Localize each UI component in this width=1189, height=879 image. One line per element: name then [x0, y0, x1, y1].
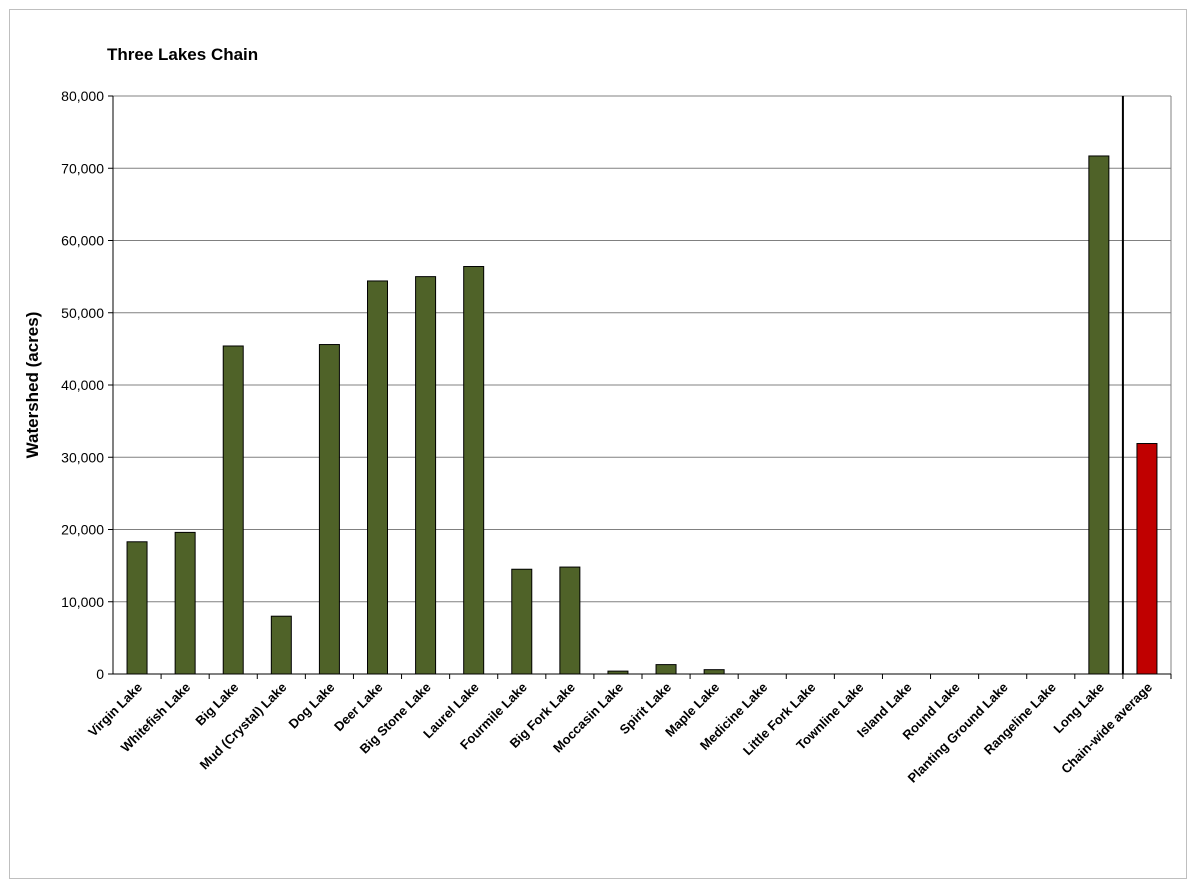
bar: [463, 266, 485, 675]
x-tick-label: Chain-wide average: [1058, 680, 1155, 777]
y-axis-title: Watershed (acres): [23, 312, 42, 459]
bar: [174, 531, 196, 675]
y-tick-label: 60,000: [61, 233, 104, 249]
bar: [511, 568, 533, 675]
y-tick-label: 20,000: [61, 522, 104, 538]
bar: [655, 664, 677, 675]
y-tick-label: 80,000: [61, 88, 104, 104]
bar: [367, 280, 388, 675]
bar: [1088, 155, 1110, 675]
y-tick-label: 10,000: [61, 594, 104, 610]
y-tick-label: 70,000: [61, 160, 104, 176]
y-tick-label: 50,000: [61, 305, 104, 321]
bar: [703, 669, 725, 675]
x-tick-label: Big Lake: [192, 680, 241, 729]
chart-area: [9, 9, 1187, 879]
bar-average: [1136, 443, 1158, 675]
bar: [126, 541, 148, 675]
y-tick-label: 0: [96, 666, 104, 682]
bar: [415, 276, 437, 675]
x-tick-label: Dog Lake: [286, 680, 338, 732]
bar: [318, 344, 340, 675]
bar: [559, 566, 581, 675]
bar: [270, 615, 292, 675]
y-tick-label: 40,000: [61, 377, 104, 393]
chart-title: Three Lakes Chain: [107, 45, 259, 64]
x-tick-label: Mud (Crystal) Lake: [197, 680, 290, 773]
y-tick-label: 30,000: [61, 449, 104, 465]
bar: [222, 345, 244, 675]
